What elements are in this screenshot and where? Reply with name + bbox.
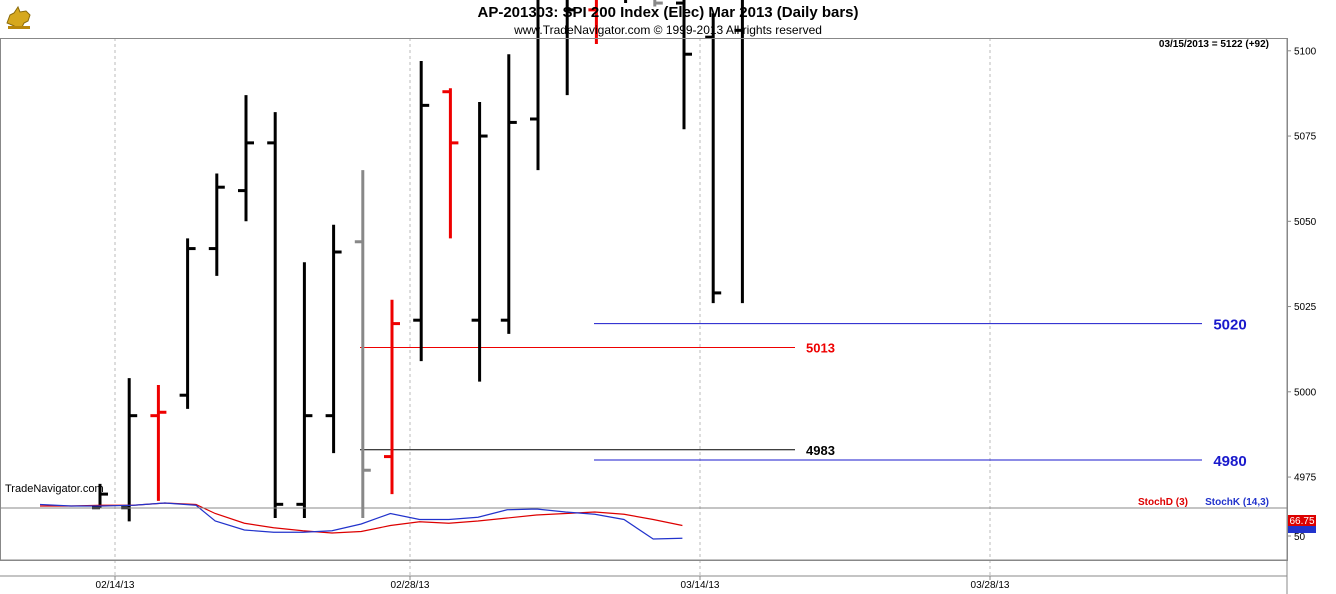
stochastic-panel xyxy=(39,502,683,540)
date-tick-label: 03/28/13 xyxy=(971,580,1010,591)
stoch-k-last-badge xyxy=(1288,526,1316,533)
date-tick-label: 02/28/13 xyxy=(391,580,430,591)
price-tick-label: 5050 xyxy=(1294,217,1317,228)
price-tick-label: 5000 xyxy=(1294,387,1317,398)
level-label: 5013 xyxy=(806,340,835,355)
price-tick-label: 5025 xyxy=(1294,302,1317,313)
date-tick-label: 03/14/13 xyxy=(681,580,720,591)
price-tick-label: 5075 xyxy=(1294,132,1317,143)
stoch-tick-label: 50 xyxy=(1294,532,1306,543)
bull-logo-icon xyxy=(6,5,31,29)
level-label: 4983 xyxy=(806,443,835,458)
stoch-d-last-value: 66.75 xyxy=(1289,516,1314,527)
stoch-k-legend: StochK (14,3) xyxy=(1205,497,1269,508)
stoch-series-line xyxy=(39,502,683,540)
level-label: 4980 xyxy=(1213,453,1246,470)
chart-subtitle: www.TradeNavigator.com © 1999-2013 All r… xyxy=(513,23,822,37)
level-label: 5020 xyxy=(1213,317,1246,334)
date-tick-label: 02/14/13 xyxy=(96,580,135,591)
watermark: TradeNavigator.com xyxy=(5,483,104,495)
price-levels: 5218519351715165515151315020501349834980 xyxy=(360,317,1247,470)
chart-title: AP-201303: SPI 200 Index (Elec) Mar 2013… xyxy=(477,4,858,21)
stoch-d-legend: StochD (3) xyxy=(1138,497,1188,508)
last-value-info: 03/15/2013 = 5122 (+92) xyxy=(1159,39,1269,50)
price-tick-label: 4975 xyxy=(1294,473,1317,484)
price-tick-label: 5100 xyxy=(1294,46,1317,57)
stoch-d-last-badge xyxy=(1288,515,1316,526)
